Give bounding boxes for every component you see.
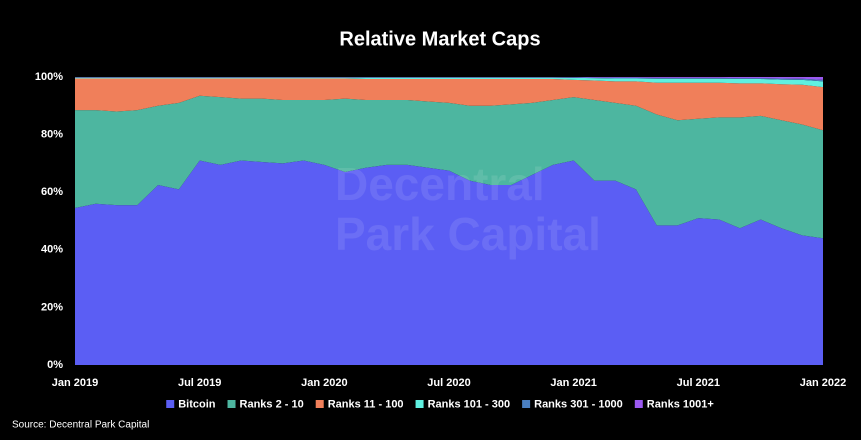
legend-label: Bitcoin (178, 398, 216, 410)
x-tick-label: Jan 2022 (800, 377, 846, 389)
legend-swatch (315, 400, 324, 408)
legend-swatch (634, 400, 643, 408)
legend-label: Ranks 2 - 10 (240, 398, 304, 410)
legend-label: Ranks 1001+ (647, 398, 714, 410)
chart-title: Relative Market Caps (339, 28, 540, 50)
x-tick-label: Jul 2020 (427, 377, 470, 389)
area (75, 77, 823, 88)
legend-swatch (522, 400, 531, 408)
x-tick-label: Jan 2020 (301, 377, 347, 389)
y-tick-label: 20% (41, 301, 63, 313)
legend-swatch (166, 400, 175, 408)
y-tick-label: 60% (41, 186, 63, 198)
legend-swatch (415, 400, 424, 408)
area (75, 78, 823, 131)
legend-label: Ranks 11 - 100 (328, 398, 404, 410)
area (75, 77, 823, 80)
y-tick-label: 100% (35, 71, 63, 83)
area (75, 160, 823, 365)
area (75, 77, 823, 82)
x-tick-label: Jul 2021 (677, 377, 720, 389)
y-tick-label: 80% (41, 129, 63, 141)
y-tick-label: 40% (41, 244, 63, 256)
x-tick-label: Jan 2019 (52, 377, 98, 389)
legend-label: Ranks 101 - 300 (428, 398, 511, 410)
area (75, 95, 823, 239)
watermark: Park Capital (335, 208, 601, 260)
x-tick-label: Jul 2019 (178, 377, 221, 389)
y-tick-label: 0% (47, 359, 63, 371)
legend-label: Ranks 301 - 1000 (534, 398, 623, 410)
x-tick-label: Jan 2021 (550, 377, 596, 389)
source: Source: Decentral Park Capital (12, 420, 149, 431)
watermark: Decentral (335, 158, 545, 210)
legend-swatch (227, 400, 236, 408)
